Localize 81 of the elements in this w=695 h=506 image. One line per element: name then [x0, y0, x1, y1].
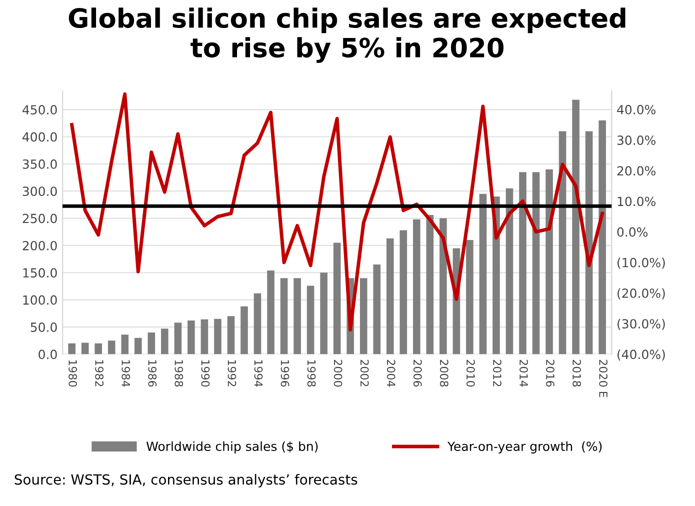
bar	[294, 278, 301, 354]
x-tick-label: 1980	[68, 360, 78, 387]
y-tick-label: 400.0	[22, 132, 57, 142]
line-series	[70, 92, 604, 332]
x-tick-label: 1996	[280, 360, 290, 387]
x-tick-label: 2002	[360, 360, 369, 386]
y2-tick-label: 30.0%	[617, 136, 656, 145]
x-tick-label: 1982	[95, 360, 104, 386]
x-tick-label: 2014	[520, 360, 528, 387]
bar	[572, 100, 580, 354]
y2-tick-label: 0.0%	[617, 227, 648, 237]
bar	[440, 218, 447, 354]
y2-tick-label: (20.0%)	[618, 288, 665, 300]
y-tick-label: 300.0	[22, 186, 57, 196]
y-tick-label: 150.0	[23, 268, 57, 278]
x-tick-label: 1994	[254, 360, 263, 387]
bar	[94, 343, 102, 354]
bar	[240, 306, 248, 354]
bar	[174, 322, 182, 354]
bar	[214, 318, 222, 354]
bar	[81, 342, 89, 354]
x-tick-label: 1986	[148, 360, 157, 387]
bar	[200, 319, 208, 354]
bar	[333, 242, 341, 354]
x-tick-label: 2012	[492, 360, 502, 386]
x-tick-label: 2010	[466, 360, 475, 387]
bar	[546, 169, 553, 354]
bar	[254, 293, 262, 354]
y-tick-label: 100.0	[23, 295, 57, 305]
x-tick-label: 2018	[572, 360, 581, 387]
bar	[413, 219, 420, 354]
bar	[121, 334, 129, 354]
x-tick-label: 2006	[413, 360, 422, 387]
x-tick-label: 1984	[122, 360, 130, 387]
y2-tick-label: (30.0%)	[618, 318, 665, 330]
bar	[306, 286, 314, 354]
y2-tick-label: 40.0%	[617, 104, 656, 114]
bar	[188, 320, 195, 354]
x-tick-label: 2016	[546, 360, 554, 387]
x-tick-label: 1998	[307, 360, 316, 387]
bar	[227, 316, 235, 354]
x-tick-label: 1988	[174, 360, 184, 387]
y2-tick-label: 10.0%	[618, 196, 656, 206]
bar	[519, 172, 526, 354]
bar	[68, 343, 76, 354]
bar	[267, 270, 274, 354]
legend-label: Year-on-year growth (%)	[447, 441, 602, 454]
bar	[506, 188, 514, 354]
y-tick-label: 0.0	[38, 350, 57, 360]
x-tick-label: 2000	[334, 360, 342, 387]
bar	[532, 172, 540, 354]
bar	[360, 278, 368, 354]
x-tick-label: 2008	[440, 360, 448, 387]
bar	[148, 332, 156, 354]
bar	[386, 238, 394, 354]
legend-label: Worldwide chip sales ($ bn)	[146, 441, 318, 454]
chart-title: Global silicon chip sales are expected to rise by 5% in 2020	[68, 8, 626, 63]
y-tick-label: 200.0	[22, 240, 57, 250]
x-tick-label: 2004	[386, 360, 396, 387]
bar	[466, 240, 474, 354]
source-note: Source: WSTS, SIA, consensus analysts’ forecasts	[14, 474, 358, 488]
bar	[280, 278, 288, 354]
y2-tick-label: (10.0%)	[618, 258, 665, 269]
y-tick-label: 350.0	[22, 159, 57, 169]
bar	[426, 215, 434, 354]
x-tick-label: 2020 E	[599, 360, 608, 398]
y2-tick-label: 20.0%	[617, 166, 656, 176]
bar	[400, 230, 408, 354]
y2-tick-label: (40.0%)	[618, 349, 665, 361]
bar	[479, 194, 487, 354]
y-tick-label: 250.0	[22, 214, 57, 224]
bar	[161, 328, 168, 354]
bar	[598, 120, 606, 354]
bar	[373, 264, 381, 354]
bar	[320, 272, 328, 354]
x-tick-label: 1992	[228, 360, 236, 386]
x-tick-label: 1990	[201, 360, 210, 387]
bar	[134, 338, 142, 354]
bar	[108, 340, 116, 354]
y-tick-label: 50.0	[30, 322, 57, 332]
y-tick-label: 450.0	[22, 105, 57, 114]
